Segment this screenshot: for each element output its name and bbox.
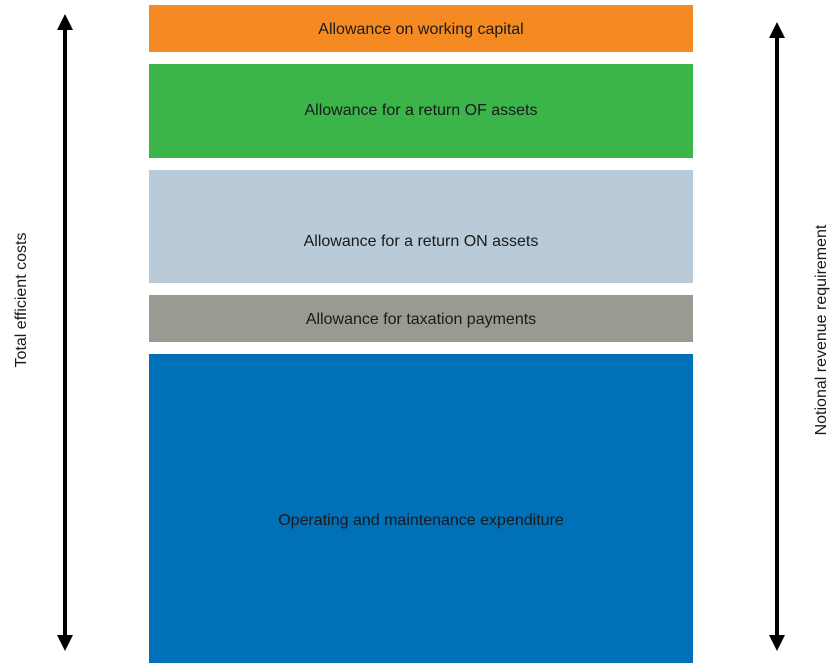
block	[149, 5, 693, 52]
block-label: Allowance for a return OF assets	[305, 102, 538, 119]
block-label: Allowance on working capital	[318, 21, 523, 38]
block	[149, 295, 693, 342]
left-arrow-label: Total efficient costs	[13, 233, 30, 368]
block-label: Allowance for taxation payments	[306, 311, 536, 328]
right-arrow-label: Notional revenue requirement	[813, 224, 830, 435]
block	[149, 354, 693, 663]
block-label: Operating and maintenance expenditure	[278, 512, 564, 529]
block	[149, 170, 693, 283]
block	[149, 64, 693, 158]
block-label: Allowance for a return ON assets	[304, 233, 539, 250]
